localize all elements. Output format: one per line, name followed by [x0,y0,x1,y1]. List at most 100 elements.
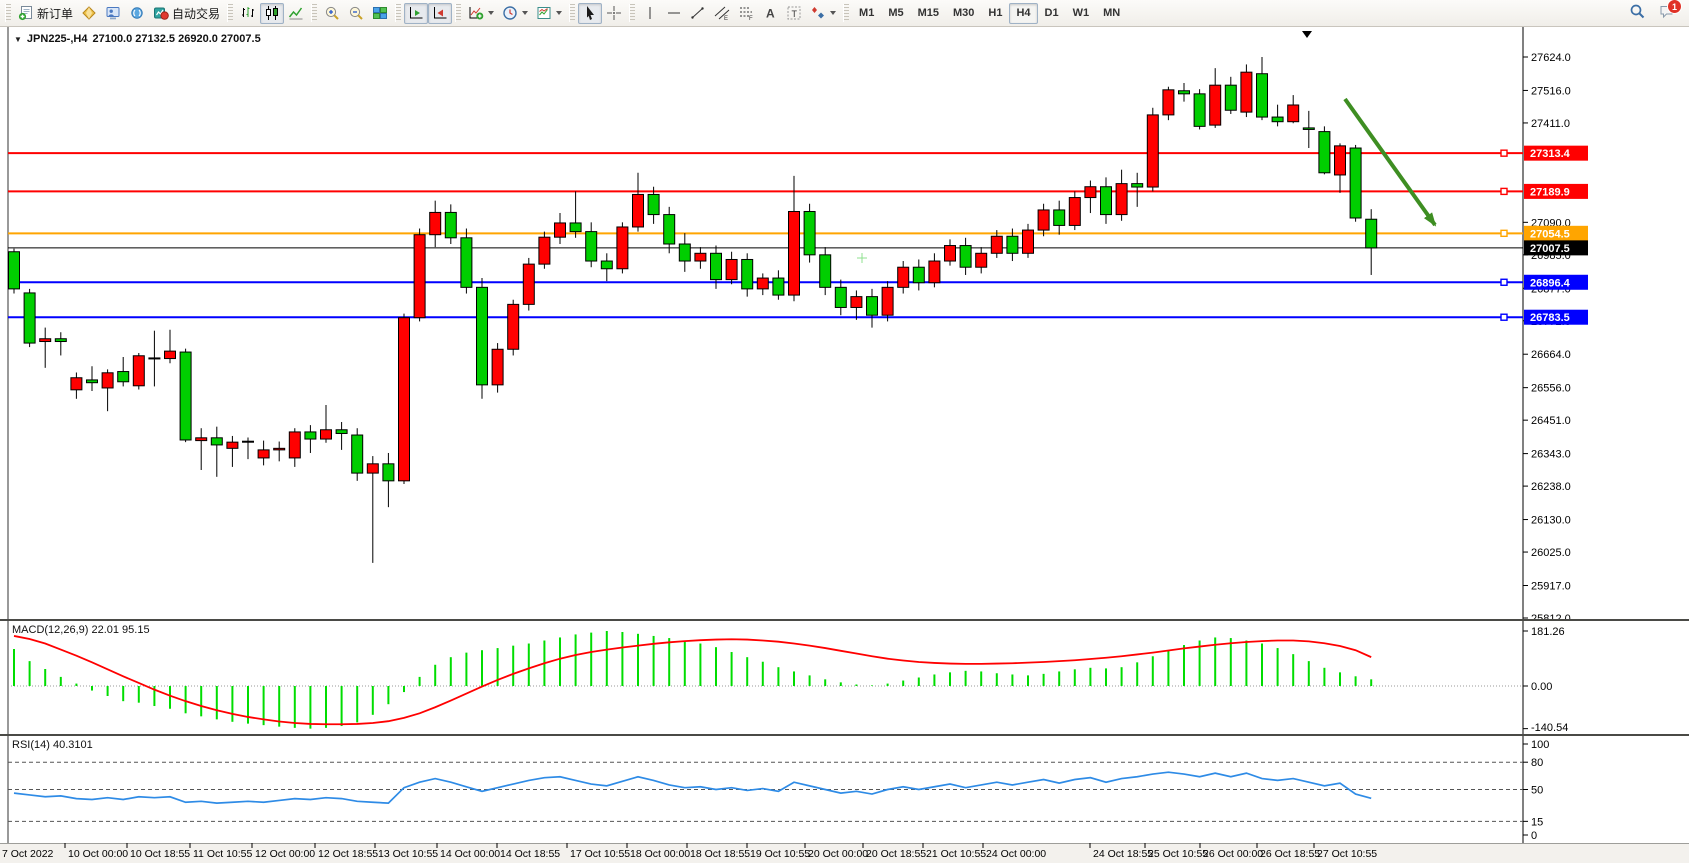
time-axis-label: 11 Oct 10:55 [193,848,253,860]
svg-text:T: T [792,9,798,19]
tile-windows-button[interactable] [368,3,392,24]
macd-histogram [13,631,1373,729]
templates-dropdown-caret[interactable] [556,11,563,15]
search-button[interactable] [1629,3,1645,24]
crosshair-button[interactable] [602,3,626,24]
svg-text:26783.5: 26783.5 [1530,312,1570,324]
candlestick-chart-button[interactable] [260,2,285,24]
shapes-icon [812,7,825,19]
arrows-dropdown-caret[interactable] [830,11,837,15]
rsi-canvas[interactable]: 100 80 50 15 0 [0,736,1689,843]
indicators-icon [469,7,484,20]
time-axis-label: 7 Oct 2022 [2,848,54,860]
time-axis-canvas: 7 Oct 2022 10 Oct 00:00 10 Oct 18:55 11 Oct… [0,843,1689,860]
price-axis-ticks: 27624.027516.027411.027090.026985.026877… [1523,52,1571,619]
toolbar-grip[interactable] [227,4,234,22]
time-axis-label: 18 Oct 18:55 [690,848,750,860]
time-axis-label: 26 Oct 00:00 [1203,848,1263,860]
chart-shift-button[interactable] [428,2,453,24]
timeframe-m30-button[interactable]: M30 [953,7,975,19]
toolbar-grip[interactable] [5,4,11,22]
time-axis-label: 26 Oct 18:55 [1260,848,1320,860]
toolbar-grip[interactable] [629,4,636,22]
toolbar-grip[interactable] [569,4,576,22]
horizontal-lines-layer[interactable] [8,149,1523,321]
arrows-button[interactable] [806,3,840,24]
line-chart-button[interactable] [284,3,308,24]
svg-text:100: 100 [1531,739,1549,751]
horizontal-line-button[interactable] [662,3,686,24]
macd-pane[interactable]: 181.26 0.00 -140.54 MACD(12,26,9) 22.01 95… [0,620,1689,735]
new-order-button[interactable]: 新订单 [14,3,77,24]
hline-icon [668,12,681,14]
time-axis-label: 20 Oct 00:00 [808,848,868,860]
chevron-down-icon[interactable]: ▼ [14,34,22,44]
timeframe-w1-button[interactable]: W1 [1072,7,1090,19]
news-button[interactable] [125,3,149,24]
main-chart-pane[interactable]: 27624.027516.027411.027090.026985.026877… [0,27,1689,620]
trendline-button[interactable] [686,3,710,24]
time-axis-label: 10 Oct 00:00 [68,848,128,860]
textA-icon: A [766,7,775,21]
svg-text:F: F [749,16,753,21]
text-button[interactable]: A [758,3,782,24]
equidistant-channel-button[interactable]: E [710,3,734,24]
timeframe-m15-button[interactable]: M15 [917,7,939,19]
time-axis-label: 17 Oct 10:55 [570,848,630,860]
clock-icon [503,6,517,20]
auto-scroll-button[interactable] [404,2,429,24]
svg-text:80: 80 [1531,757,1543,769]
toolbar-grip[interactable] [395,4,402,22]
svg-text:27313.4: 27313.4 [1530,148,1571,160]
periods-button[interactable] [498,3,532,24]
svg-text:0: 0 [1531,830,1537,842]
svg-text:27411.0: 27411.0 [1531,118,1570,130]
text-label-button[interactable]: T [782,3,806,24]
notification-badge: 1 [1667,0,1682,14]
toolbar-grip[interactable] [455,4,462,22]
svg-text:15: 15 [1531,816,1543,828]
toolbar-right: 1 [1629,0,1682,27]
rsi-line [13,771,1372,805]
bar-chart-button[interactable] [236,3,260,24]
trendline-icon [691,7,704,19]
svg-text:27007.5: 27007.5 [1530,243,1570,255]
fibonacci-button[interactable]: F [734,3,758,24]
templates-button[interactable] [532,3,566,24]
price-chart-canvas[interactable]: 27624.027516.027411.027090.026985.026877… [0,27,1689,619]
timeframe-mn-button[interactable]: MN [1103,7,1121,19]
autotrading-button[interactable]: 自动交易 [149,3,224,24]
terminal-button[interactable] [101,3,125,24]
timeframe-m1-button[interactable]: M1 [859,7,875,19]
chat-button[interactable]: 1 [1659,0,1682,24]
vline-icon [649,7,651,19]
zoom-out-button[interactable] [344,3,368,24]
autotrading-label: 自动交易 [172,6,221,21]
toolbar-grip[interactable] [843,4,850,22]
textT-icon: T [787,6,801,20]
timeframe-m5-button[interactable]: M5 [888,7,904,19]
macd-signal-line [13,635,1372,726]
rsi-label: RSI(14) 40.3101 [12,739,93,751]
vertical-line-button[interactable] [638,3,662,24]
object-anchor-triangle[interactable] [1302,31,1312,38]
svg-text:26238.0: 26238.0 [1531,481,1571,493]
macd-canvas[interactable]: 181.26 0.00 -140.54 [0,621,1689,734]
periods-dropdown-caret[interactable] [522,11,529,15]
fibo-icon: F [740,7,753,21]
new-order-label: 新订单 [37,6,74,21]
rsi-pane[interactable]: 100 80 50 15 0 RSI(14) 40.3101 [0,735,1689,844]
metaeditor-button[interactable] [77,3,101,24]
indicators-dropdown-caret[interactable] [488,11,495,15]
timeframe-h1-button[interactable]: H1 [988,7,1003,19]
timeframe-h4-button[interactable]: H4 [1009,2,1038,24]
timeframe-d1-button[interactable]: D1 [1044,7,1059,19]
toolbar-grip[interactable] [311,4,318,22]
cursor-button[interactable] [578,2,603,24]
zoom-in-button[interactable] [320,3,344,24]
time-axis-label: 24 Oct 18:55 [1093,848,1153,860]
svg-text:26556.0: 26556.0 [1531,383,1571,395]
time-axis[interactable]: 7 Oct 2022 10 Oct 00:00 10 Oct 18:55 11 Oct… [0,843,1689,863]
indicators-button[interactable] [464,3,498,24]
trend-arrow[interactable] [1343,97,1437,227]
